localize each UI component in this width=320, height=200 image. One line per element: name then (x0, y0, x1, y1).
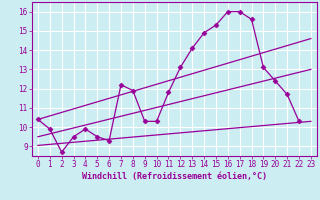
X-axis label: Windchill (Refroidissement éolien,°C): Windchill (Refroidissement éolien,°C) (82, 172, 267, 181)
